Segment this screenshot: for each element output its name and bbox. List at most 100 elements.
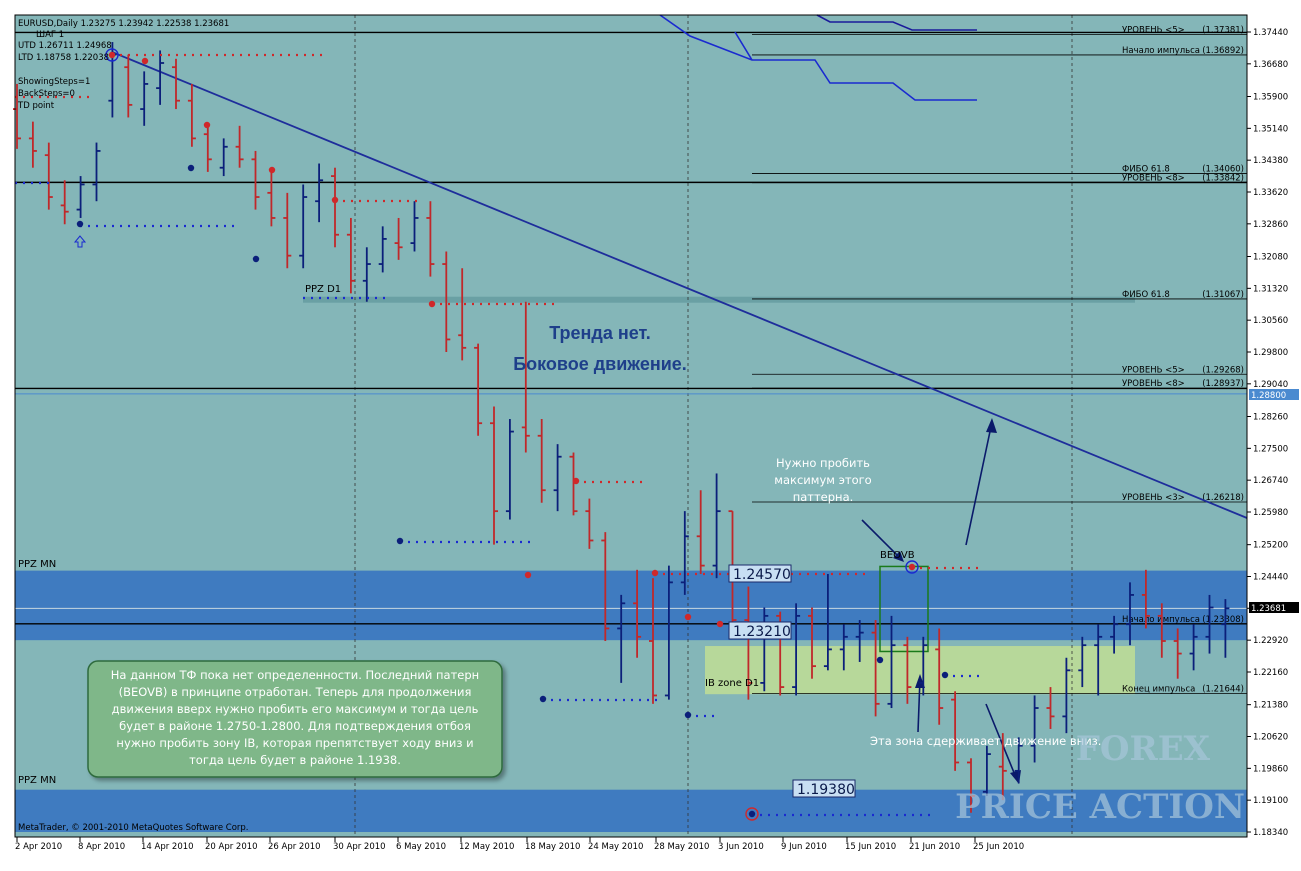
td-dot-1 [141,57,149,65]
y-tick-label-14: 1.26740 [1253,476,1288,486]
note-line-4: нужно пробить зону IB, которая препятств… [116,736,473,750]
ohlc-bar-47 [760,607,769,692]
ohlc-bar-62 [998,733,1007,801]
ohlc-bar-3 [60,180,69,225]
y-tick-label-17: 1.24440 [1253,573,1288,583]
arrow-to-beovb [861,519,901,559]
ohlc-bar-46 [744,586,753,700]
x-tick-label-7: 12 May 2010 [459,842,514,852]
label-12321-box [728,621,792,640]
x-tick-label-1: 8 Apr 2010 [78,842,125,852]
level-4-label: ФИБО 61.8 [1122,290,1170,300]
note-line-2: движения вверх нужно пробить его максиму… [112,702,479,716]
label-12321: 1.23210 [733,624,791,640]
ohlc-bar-40 [649,578,657,704]
y-tick-label-0: 1.37440 [1253,28,1288,38]
td-point: TD point [17,101,55,111]
label-11938: 1.19380 [797,782,855,798]
trend-line [111,51,1248,519]
ohlc-bar-8 [140,71,149,126]
ohlc-bar-66 [1062,657,1071,734]
note-line-3: будет в районе 1.2750-1.2800. Для подтве… [119,719,471,733]
ohlc-bar-73 [1173,628,1182,679]
ohlc-bar-54 [871,620,880,717]
indicator-line-2 [816,14,977,31]
level-7-label: УРОВЕНЬ <3> [1122,493,1185,503]
y-tick-label-11: 1.29040 [1253,380,1288,390]
ohlc-bar-75 [1205,594,1214,654]
beovb-label: BEOVB [880,550,915,561]
zones-layer [15,296,1247,832]
ohlc-bar-32 [521,301,530,453]
x-tick-label-4: 26 Apr 2010 [268,842,321,852]
indicator-lines [111,14,1248,784]
ohlc-bar-72 [1157,603,1166,658]
ohlc-bar-52 [839,624,848,671]
ohlc-bar-35 [569,452,578,516]
level-1-value: (1.36892) [1202,46,1244,56]
ohlc-bar-55 [887,615,896,709]
level-6-value: (1.28937) [1202,379,1244,389]
td-point-marker-3 [745,807,759,821]
td-dot-7 [524,571,532,579]
ohlc-bar-58 [935,628,944,725]
x-tick-label-0: 2 Apr 2010 [15,842,62,852]
td-point-marker-1 [105,48,119,62]
td-dot-8 [651,569,659,577]
ohlc-bar-12 [203,125,212,172]
y-tick-label-16: 1.25200 [1253,541,1288,551]
ppz-mn-bottom-zone [15,789,1247,832]
ohlc-bar-34 [553,444,562,512]
level-2-label: ФИБО 61.8 [1122,165,1170,175]
y-tick-label-2: 1.35900 [1253,93,1288,103]
ohlc-bar-43 [696,490,705,574]
td-dot-19 [876,656,884,664]
ohlc-bar-69 [1110,615,1119,654]
ohlc-bar-10 [172,58,180,110]
indicator-line-1 [659,14,977,101]
ohlc-bar-19 [315,163,324,223]
td-dot-3 [268,166,276,174]
ppz-mn-top-label: PPZ MN [18,559,56,570]
y-tick-label-21: 1.21380 [1253,701,1288,711]
x-tick-label-6: 6 May 2010 [396,842,446,852]
ohlc-bar-60 [967,758,975,813]
ohlc-bar-64 [1030,695,1039,763]
note-box [87,660,503,778]
td-dot-2 [203,121,211,129]
watermark-line1: FOREX [1076,729,1211,769]
ohlc-bar-65 [1046,687,1055,729]
level-8-value: (1.23308) [1202,615,1244,625]
ohlc-bar-37 [601,532,610,642]
td-dot-15 [396,537,404,545]
back-steps: BackSteps=0 [18,89,75,99]
td-dot-16 [539,695,547,703]
td-dot-9 [684,613,692,621]
level-0-value: (1.37381) [1202,25,1244,35]
ohlc-bar-59 [951,691,960,771]
td-dot-18 [748,810,756,818]
price-axis [1247,15,1301,837]
ohlc-bar-24 [394,217,403,260]
y-tick-label-15: 1.25980 [1253,508,1288,518]
td-dot-13 [187,164,195,172]
current-price: 1.23681 [1251,604,1286,614]
ib-zone-label: IB zone D1 [705,678,759,689]
levels-layer: УРОВЕНЬ <5> (1.37381) Начало импульса (1.36… [15,25,1247,695]
y-tick-label-1: 1.36680 [1253,60,1288,70]
td-dot-4 [331,196,339,204]
ppz-mn-bottom-label: PPZ MN [18,775,56,786]
ohlc-bar-61 [982,745,991,796]
ohlc-bar-27 [442,251,451,352]
level-2-value: (1.34060) [1202,165,1244,175]
ohlc-bar-63 [1014,737,1023,784]
y-tick-label-24: 1.19100 [1253,796,1288,806]
watermark-line2: PRICE ACTION [955,787,1245,827]
note-line-0: На данном ТФ пока нет определенности. По… [111,668,479,682]
line-price-tag: 1.28800 [1251,391,1286,401]
level-4-value: (1.31067) [1202,290,1244,300]
level-0-label: УРОВЕНЬ <5> [1122,25,1185,35]
ppz-d1-zone [303,296,1135,303]
showing-steps: ShowingSteps=1 [18,77,90,87]
